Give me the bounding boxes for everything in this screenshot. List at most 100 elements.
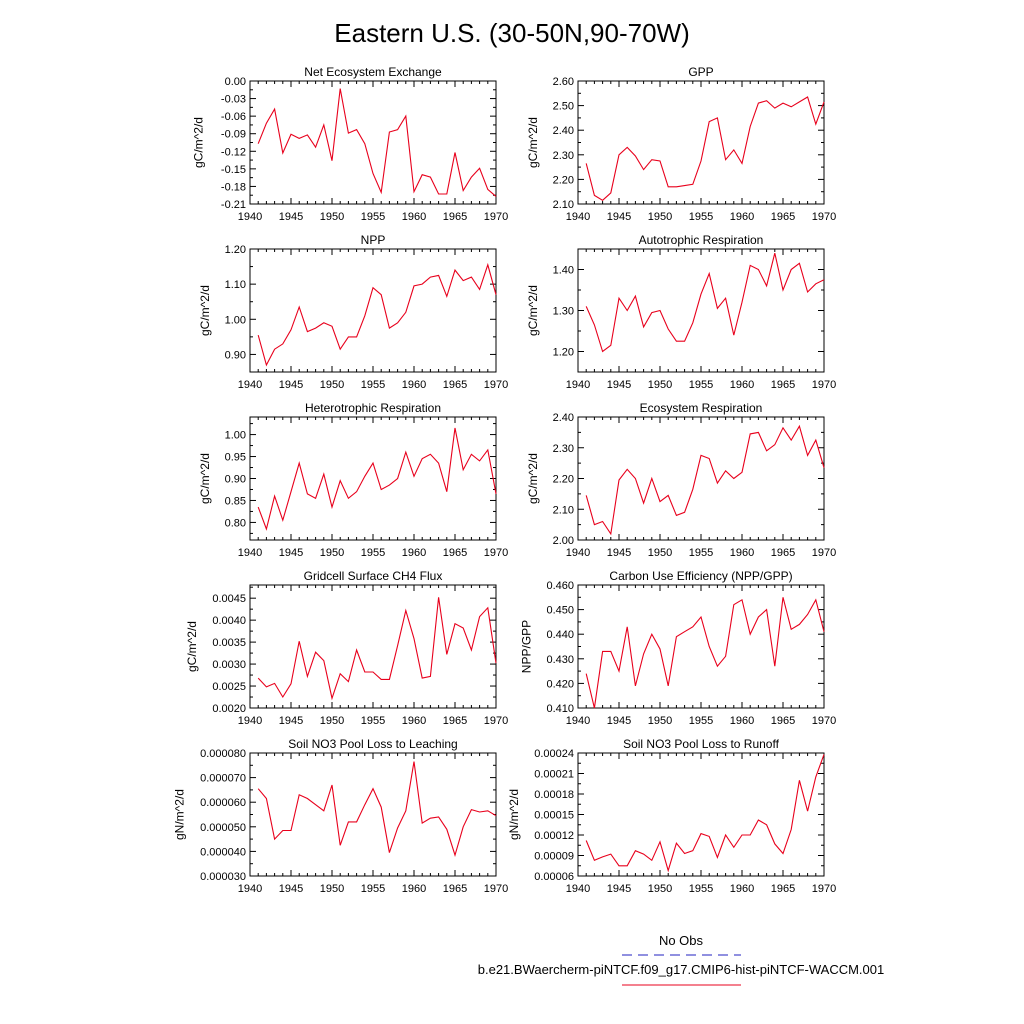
y-axis-label: gC/m^2/d bbox=[192, 117, 206, 168]
panel-title: Soil NO3 Pool Loss to Leaching bbox=[288, 737, 457, 751]
y-axis-label: gC/m^2/d bbox=[526, 285, 540, 336]
y-tick-label: 1.10 bbox=[225, 279, 246, 291]
plot-frame bbox=[577, 752, 825, 877]
plot-frame bbox=[249, 248, 497, 373]
y-tick-label: -0.15 bbox=[221, 164, 246, 176]
y-tick-label: 0.000070 bbox=[200, 773, 246, 785]
y-tick-label: 0.0030 bbox=[212, 659, 246, 671]
x-tick-label: 1950 bbox=[320, 715, 344, 727]
x-tick-label: 1970 bbox=[812, 547, 836, 559]
y-tick-label: 0.440 bbox=[546, 629, 574, 641]
x-tick-label: 1940 bbox=[238, 883, 262, 895]
y-tick-label: -0.12 bbox=[221, 146, 246, 158]
x-tick-label: 1945 bbox=[607, 883, 631, 895]
series-line-carbon-use-efficiency-npp-gpp bbox=[585, 597, 825, 709]
x-tick-label: 1945 bbox=[279, 715, 303, 727]
x-tick-label: 1945 bbox=[279, 883, 303, 895]
y-tick-label: 1.20 bbox=[225, 244, 246, 256]
x-tick-label: 1960 bbox=[730, 211, 754, 223]
y-tick-label: 0.0025 bbox=[212, 681, 246, 693]
x-tick-label: 1970 bbox=[484, 379, 508, 391]
y-tick-label: 0.450 bbox=[546, 605, 574, 617]
y-axis-label: gC/m^2/d bbox=[526, 453, 540, 504]
y-tick-label: 2.50 bbox=[553, 101, 574, 113]
y-tick-label: 0.420 bbox=[546, 678, 574, 690]
x-tick-label: 1940 bbox=[566, 883, 590, 895]
plot-frame bbox=[577, 248, 825, 373]
panel-gpp: GPP 1940 1945 1950 1955 1960 1965 1970 2.10 2.20 2… bbox=[526, 65, 836, 223]
y-tick-label: 0.000060 bbox=[200, 797, 246, 809]
y-tick-label: 0.430 bbox=[546, 654, 574, 666]
x-tick-label: 1955 bbox=[689, 715, 713, 727]
y-tick-label: 0.0035 bbox=[212, 637, 246, 649]
y-tick-label: 0.410 bbox=[546, 703, 574, 715]
x-tick-label: 1970 bbox=[812, 715, 836, 727]
y-tick-label: 2.10 bbox=[553, 199, 574, 211]
legend: No Obs b.e21.BWaercherm-piNTCF.f09_g17.C… bbox=[478, 933, 884, 986]
panel-title: Net Ecosystem Exchange bbox=[304, 65, 442, 79]
series-line-gridcell-surface-ch4-flux bbox=[257, 597, 497, 701]
x-tick-label: 1945 bbox=[607, 547, 631, 559]
x-tick-label: 1945 bbox=[279, 379, 303, 391]
panel-title: NPP bbox=[361, 233, 386, 247]
y-tick-label: 0.000040 bbox=[200, 846, 246, 858]
x-tick-label: 1960 bbox=[730, 379, 754, 391]
y-tick-label: 2.10 bbox=[553, 504, 574, 516]
y-axis-label: gN/m^2/d bbox=[173, 789, 187, 840]
y-tick-label: 0.00 bbox=[225, 76, 246, 88]
y-tick-label: 0.00012 bbox=[534, 830, 574, 842]
plot-frame bbox=[577, 80, 825, 205]
panel-grid: Net Ecosystem Exchange 1940 1945 1950 1955 19… bbox=[173, 65, 837, 895]
x-tick-label: 1945 bbox=[279, 547, 303, 559]
y-tick-label: 2.40 bbox=[553, 412, 574, 424]
plot-frame bbox=[577, 416, 825, 541]
x-tick-label: 1970 bbox=[484, 211, 508, 223]
x-tick-label: 1960 bbox=[730, 715, 754, 727]
y-tick-label: 2.40 bbox=[553, 125, 574, 137]
panel-net-ecosystem-exchange: Net Ecosystem Exchange 1940 1945 1950 1955 19… bbox=[192, 65, 509, 223]
x-tick-label: 1950 bbox=[320, 883, 344, 895]
plot-frame bbox=[249, 416, 497, 541]
x-tick-label: 1955 bbox=[361, 715, 385, 727]
figure-title: Eastern U.S. (30-50N,90-70W) bbox=[334, 18, 689, 48]
y-tick-label: 0.00018 bbox=[534, 789, 574, 801]
y-tick-label: 1.20 bbox=[553, 347, 574, 359]
x-tick-label: 1960 bbox=[402, 211, 426, 223]
panel-title: GPP bbox=[688, 65, 713, 79]
x-tick-label: 1955 bbox=[689, 379, 713, 391]
y-tick-label: 0.000050 bbox=[200, 822, 246, 834]
x-tick-label: 1960 bbox=[402, 883, 426, 895]
x-tick-label: 1970 bbox=[812, 883, 836, 895]
y-tick-label: -0.06 bbox=[221, 111, 246, 123]
series-line-soil-no3-pool-loss-to-runoff bbox=[585, 754, 825, 873]
y-axis-label: gN/m^2/d bbox=[507, 789, 521, 840]
x-tick-label: 1940 bbox=[238, 715, 262, 727]
x-tick-label: 1955 bbox=[361, 883, 385, 895]
y-axis-label: gC/m^2/d bbox=[526, 117, 540, 168]
y-tick-label: 2.30 bbox=[553, 443, 574, 455]
x-tick-label: 1940 bbox=[566, 547, 590, 559]
panel-autotrophic-respiration: Autotrophic Respiration 1940 1945 1950 1955 1… bbox=[526, 233, 836, 391]
x-tick-label: 1965 bbox=[771, 379, 795, 391]
y-tick-label: 0.0020 bbox=[212, 703, 246, 715]
x-tick-label: 1970 bbox=[812, 379, 836, 391]
y-tick-label: 0.00021 bbox=[534, 769, 574, 781]
x-tick-label: 1965 bbox=[771, 547, 795, 559]
panel-title: Soil NO3 Pool Loss to Runoff bbox=[623, 737, 780, 751]
x-tick-label: 1950 bbox=[648, 211, 672, 223]
y-tick-label: -0.18 bbox=[221, 181, 246, 193]
plot-frame bbox=[577, 584, 825, 709]
panel-title: Carbon Use Efficiency (NPP/GPP) bbox=[609, 569, 792, 583]
legend-label-no-obs: No Obs bbox=[659, 933, 704, 948]
x-tick-label: 1950 bbox=[648, 715, 672, 727]
x-tick-label: 1950 bbox=[648, 883, 672, 895]
y-tick-label: 0.000030 bbox=[200, 871, 246, 883]
y-tick-label: 0.95 bbox=[225, 452, 246, 464]
x-tick-label: 1940 bbox=[238, 547, 262, 559]
x-tick-label: 1940 bbox=[238, 379, 262, 391]
x-tick-label: 1965 bbox=[771, 883, 795, 895]
x-tick-label: 1940 bbox=[566, 715, 590, 727]
y-tick-label: 0.460 bbox=[546, 580, 574, 592]
series-line-npp bbox=[257, 262, 497, 367]
